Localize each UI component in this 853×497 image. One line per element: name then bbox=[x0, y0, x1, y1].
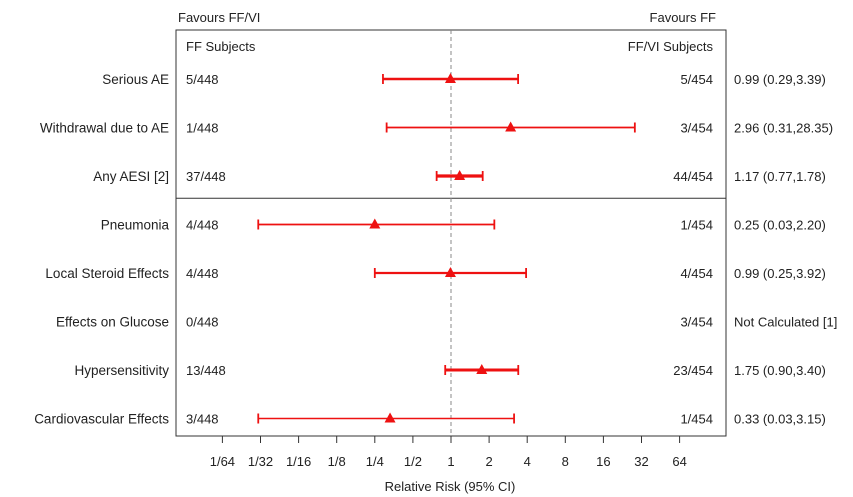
point-estimate bbox=[384, 412, 396, 423]
x-tick-label: 16 bbox=[596, 454, 610, 469]
x-tick-label: 64 bbox=[672, 454, 686, 469]
ffvi-count: 4/454 bbox=[680, 266, 713, 281]
ffvi-count: 3/454 bbox=[680, 315, 713, 330]
x-axis-label: Relative Risk (95% CI) bbox=[385, 479, 516, 494]
header-left: Favours FF/VI bbox=[178, 10, 260, 25]
ffvi-count: 5/454 bbox=[680, 72, 713, 87]
row-label: Effects on Glucose bbox=[56, 315, 169, 330]
x-axis: 1/64 1/32 1/16 1/8 1/4 1/2 1 2 4 8 16 32 64 bbox=[210, 435, 687, 469]
forest-row: Hypersensitivity 13/448 23/454 1.75 (0.90,3… bbox=[74, 363, 825, 378]
ffvi-count: 1/454 bbox=[680, 412, 713, 427]
estimate-text: 0.99 (0.25,3.92) bbox=[734, 266, 826, 281]
point-estimate bbox=[369, 218, 381, 229]
forest-row: Withdrawal due to AE 1/448 3/454 2.96 (0.31… bbox=[40, 121, 833, 136]
forest-row: Pneumonia 4/448 1/454 0.25 (0.03,2.20) bbox=[101, 218, 826, 233]
ffvi-count: 44/454 bbox=[673, 169, 713, 184]
x-tick-label: 1/16 bbox=[286, 454, 311, 469]
forest-row: Local Steroid Effects 4/448 4/454 0.99 (0.2… bbox=[45, 266, 825, 281]
estimate-text: 0.33 (0.03,3.15) bbox=[734, 412, 826, 427]
estimate-text: 2.96 (0.31,28.35) bbox=[734, 121, 833, 136]
x-tick-label: 1/64 bbox=[210, 454, 235, 469]
header-right: Favours FF bbox=[650, 10, 717, 25]
x-tick-label: 2 bbox=[485, 454, 492, 469]
x-tick-label: 1 bbox=[447, 454, 454, 469]
col-right-title: FF/VI Subjects bbox=[628, 39, 714, 54]
row-label: Pneumonia bbox=[101, 218, 170, 233]
point-estimate bbox=[476, 364, 488, 374]
row-label: Serious AE bbox=[102, 72, 169, 87]
ff-count: 4/448 bbox=[186, 266, 219, 281]
estimate-text: 0.99 (0.29,3.39) bbox=[734, 72, 826, 87]
ff-count: 37/448 bbox=[186, 169, 226, 184]
point-estimate bbox=[454, 170, 466, 180]
estimate-text: 1.17 (0.77,1.78) bbox=[734, 169, 826, 184]
forest-row: Effects on Glucose 0/448 3/454 Not Calculat… bbox=[56, 315, 837, 330]
x-tick-label: 1/32 bbox=[248, 454, 273, 469]
forest-row: Serious AE 5/448 5/454 0.99 (0.29,3.39) bbox=[102, 72, 826, 87]
ff-count: 1/448 bbox=[186, 121, 219, 136]
row-label: Cardiovascular Effects bbox=[34, 412, 169, 427]
point-estimate bbox=[444, 267, 456, 277]
estimate-text: 1.75 (0.90,3.40) bbox=[734, 363, 826, 378]
estimate-text: Not Calculated [1] bbox=[734, 315, 837, 330]
x-tick-label: 8 bbox=[562, 454, 569, 469]
forest-row: Any AESI [2] 37/448 44/454 1.17 (0.77,1.78) bbox=[93, 169, 826, 184]
row-label: Local Steroid Effects bbox=[45, 266, 169, 281]
x-tick-label: 1/4 bbox=[366, 454, 384, 469]
x-tick-label: 1/2 bbox=[404, 454, 422, 469]
ffvi-count: 1/454 bbox=[680, 218, 713, 233]
forest-row: Cardiovascular Effects 3/448 1/454 0.33 (0.… bbox=[34, 412, 826, 427]
ffvi-count: 3/454 bbox=[680, 121, 713, 136]
x-tick-label: 1/8 bbox=[328, 454, 346, 469]
row-label: Any AESI [2] bbox=[93, 169, 169, 184]
ff-count: 3/448 bbox=[186, 412, 219, 427]
point-estimate bbox=[444, 73, 456, 83]
col-left-title: FF Subjects bbox=[186, 39, 256, 54]
estimate-text: 0.25 (0.03,2.20) bbox=[734, 218, 826, 233]
x-tick-label: 4 bbox=[524, 454, 531, 469]
ff-count: 13/448 bbox=[186, 363, 226, 378]
x-tick-label: 32 bbox=[634, 454, 648, 469]
row-label: Hypersensitivity bbox=[74, 363, 169, 378]
ffvi-count: 23/454 bbox=[673, 363, 713, 378]
point-estimate bbox=[505, 121, 517, 132]
rows-layer: Serious AE 5/448 5/454 0.99 (0.29,3.39) With… bbox=[34, 72, 837, 427]
ff-count: 5/448 bbox=[186, 72, 219, 87]
ff-count: 4/448 bbox=[186, 218, 219, 233]
ff-count: 0/448 bbox=[186, 315, 219, 330]
row-label: Withdrawal due to AE bbox=[40, 121, 169, 136]
